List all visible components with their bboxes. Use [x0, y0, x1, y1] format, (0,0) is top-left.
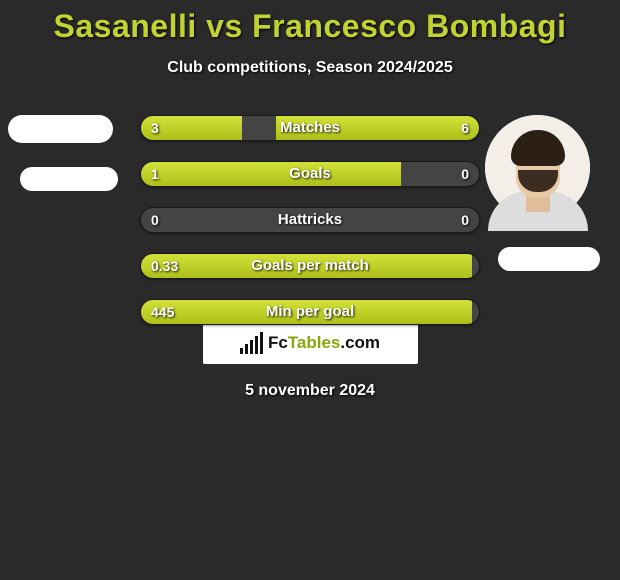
- avatar-left-placeholder-2: [20, 167, 118, 191]
- stat-row: 445Min per goal: [140, 299, 480, 325]
- stat-row: 0.33Goals per match: [140, 253, 480, 279]
- date-line: 5 november 2024: [0, 382, 620, 400]
- stat-label: Goals per match: [141, 254, 479, 278]
- stat-label: Goals: [141, 162, 479, 186]
- avatar-right-placeholder: [498, 247, 600, 271]
- stat-row: 36Matches: [140, 115, 480, 141]
- stat-label: Min per goal: [141, 300, 479, 324]
- avatar-left-placeholder: [8, 115, 113, 143]
- page-title: Sasanelli vs Francesco Bombagi: [0, 8, 620, 45]
- comparison-widget: Sasanelli vs Francesco Bombagi Club comp…: [0, 0, 620, 400]
- stat-bars: 36Matches 10Goals 00Hattricks 0.33Goals per…: [140, 115, 480, 345]
- brand-chart-icon: [240, 332, 264, 354]
- page-subtitle: Club competitions, Season 2024/2025: [0, 59, 620, 77]
- player-photo-right: [485, 115, 590, 220]
- avatar-right: [485, 115, 590, 220]
- stat-label: Matches: [141, 116, 479, 140]
- stat-label: Hattricks: [141, 208, 479, 232]
- stat-row: 00Hattricks: [140, 207, 480, 233]
- stat-row: 10Goals: [140, 161, 480, 187]
